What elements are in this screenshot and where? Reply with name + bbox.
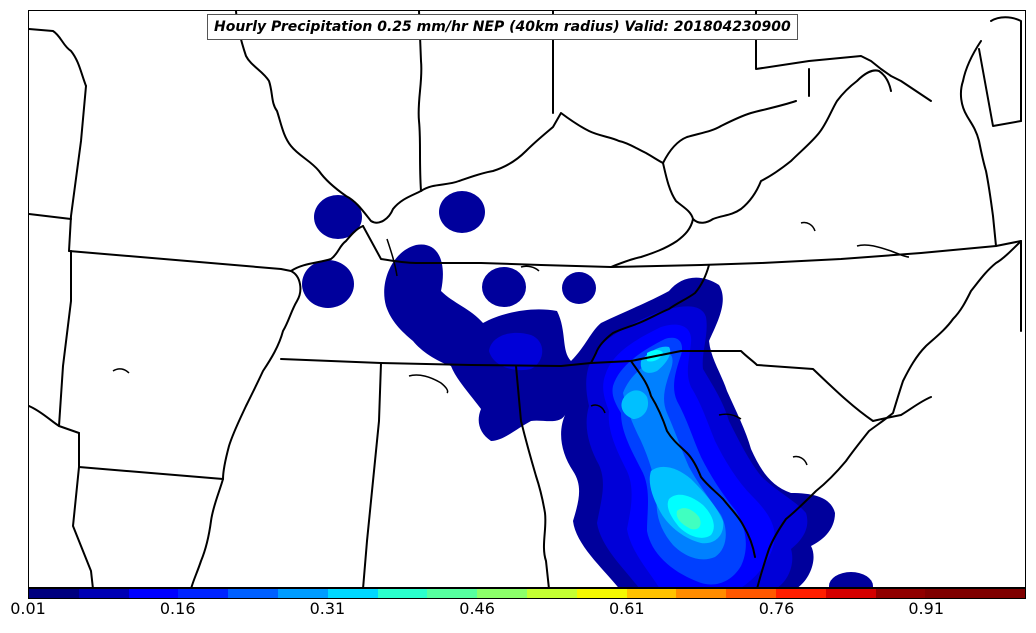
colorbar-segment <box>78 589 129 598</box>
colorbar-segment <box>377 589 428 598</box>
map-panel <box>28 10 1026 588</box>
colorbar-segment <box>576 589 627 598</box>
colorbar-tick-label: 0.76 <box>758 599 795 618</box>
colorbar-segment <box>775 589 826 598</box>
colorbar-segment <box>277 589 328 598</box>
colorbar-segment <box>975 589 1025 598</box>
colorbar-segment <box>825 589 876 598</box>
colorbar-tick-label: 0.46 <box>459 599 495 618</box>
precipitation-field <box>302 191 873 587</box>
colorbar-ticks: 0.01 0.16 0.31 0.46 0.61 0.76 0.91 <box>10 599 1026 633</box>
colorbar-segment <box>726 589 776 598</box>
colorbar-segment <box>676 589 727 598</box>
colorbar-segment <box>427 589 478 598</box>
colorbar-segment <box>128 589 179 598</box>
state-boundaries <box>29 11 1022 587</box>
colorbar-segment <box>526 589 577 598</box>
colorbar-tick-label: 0.31 <box>309 599 346 618</box>
colorbar-tick-label: 0.16 <box>159 599 196 618</box>
colorbar-segment <box>29 589 79 598</box>
colorbar-segment <box>178 589 229 598</box>
colorbar <box>28 588 1026 599</box>
colorbar-segment <box>228 589 278 598</box>
lake-features <box>112 221 910 466</box>
colorbar-segment <box>327 589 378 598</box>
colorbar-tick-label: 0.91 <box>908 599 944 618</box>
colorbar-segment <box>875 589 926 598</box>
precipitation-map <box>29 11 1022 587</box>
colorbar-segment <box>626 589 677 598</box>
colorbar-segment <box>477 589 527 598</box>
map-title: Hourly Precipitation 0.25 mm/hr NEP (40k… <box>207 14 798 40</box>
precip-level-8 <box>676 508 701 530</box>
colorbar-segment <box>925 589 976 598</box>
colorbar-tick-label: 0.01 <box>10 599 46 618</box>
colorbar-tick-label: 0.61 <box>608 599 645 618</box>
